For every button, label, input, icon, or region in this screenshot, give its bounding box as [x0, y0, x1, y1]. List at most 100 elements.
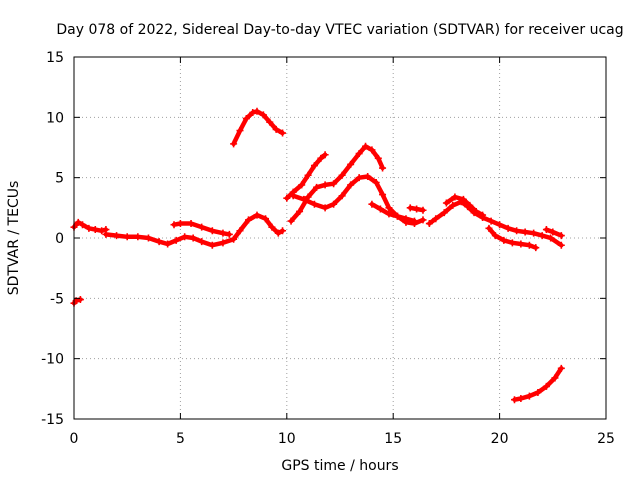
data-point: [74, 218, 82, 226]
data-point: [76, 296, 84, 304]
data-point: [219, 239, 227, 247]
data-point: [289, 192, 297, 200]
data-point: [253, 107, 261, 115]
data-point: [479, 211, 487, 219]
data-point: [259, 111, 267, 119]
series-track-14: [542, 226, 565, 240]
data-point: [551, 374, 559, 382]
series-track-5: [230, 107, 287, 148]
data-point: [355, 150, 363, 158]
data-point: [338, 192, 346, 200]
data-point: [249, 109, 257, 117]
data-point: [266, 118, 274, 126]
data-point: [472, 207, 480, 215]
data-point: [542, 226, 550, 234]
data-point: [310, 162, 318, 170]
data-point: [164, 240, 172, 248]
data-point: [379, 164, 387, 172]
data-point: [321, 181, 329, 189]
data-point: [279, 227, 287, 235]
axis-ticks: 0 5 10 15 20 25 -15 -10 -5 0 5 10 15: [41, 50, 615, 447]
data-point: [362, 142, 370, 150]
data-point: [189, 234, 197, 242]
data-point: [410, 217, 418, 225]
data-point: [557, 364, 565, 372]
series-track-9: [368, 200, 418, 225]
data-point: [144, 234, 152, 242]
data-point: [279, 129, 287, 137]
data-point: [379, 191, 387, 199]
data-point: [542, 382, 550, 390]
data-point: [321, 204, 329, 212]
data-point: [496, 221, 504, 229]
data-point: [449, 201, 457, 209]
data-point: [298, 181, 306, 189]
data-point: [500, 236, 508, 244]
data-point: [355, 174, 363, 182]
series-track-15: [510, 364, 565, 404]
data-point: [385, 210, 393, 218]
data-point: [338, 171, 346, 179]
series-track-3: [102, 211, 287, 249]
data-point: [510, 396, 518, 404]
data-point: [300, 195, 308, 203]
data-point: [525, 392, 533, 400]
data-point: [393, 212, 401, 220]
data-point: [374, 154, 382, 162]
x-tick-label: 0: [70, 431, 79, 447]
series-track-7: [287, 142, 387, 225]
data-point: [347, 160, 355, 168]
y-tick-label: -5: [50, 291, 64, 307]
data-point: [442, 199, 450, 207]
data-point: [504, 224, 512, 232]
data-point: [534, 388, 542, 396]
data-point: [517, 240, 525, 248]
x-tick-label: 25: [597, 431, 615, 447]
data-point: [372, 178, 380, 186]
data-point: [236, 127, 244, 135]
data-point: [287, 217, 295, 225]
data-point: [242, 115, 250, 123]
data-point: [347, 181, 355, 189]
series-track-12: [485, 224, 540, 252]
data-point: [123, 233, 131, 241]
data-point: [85, 224, 93, 232]
data-point: [549, 228, 557, 236]
data-point: [262, 215, 270, 223]
data-point: [304, 171, 312, 179]
data-point: [208, 227, 216, 235]
y-axis-label: SDTVAR / TECUs: [6, 181, 22, 296]
data-point: [155, 238, 163, 246]
data-point: [330, 200, 338, 208]
data-point: [368, 200, 376, 208]
chart-title: Day 078 of 2022, Sidereal Day-to-day VTE…: [56, 22, 623, 38]
data-point: [557, 232, 565, 240]
series-track-4: [170, 220, 233, 238]
data-point: [521, 228, 529, 236]
data-point: [274, 229, 282, 237]
data-point: [432, 215, 440, 223]
data-point: [491, 232, 499, 240]
data-point: [406, 204, 414, 212]
data-point: [244, 216, 252, 224]
x-tick-label: 5: [176, 431, 185, 447]
y-tick-label: -10: [41, 352, 64, 368]
data-point: [330, 180, 338, 188]
data-point: [525, 241, 533, 249]
series-track-6: [283, 151, 329, 202]
data-point: [385, 204, 393, 212]
data-point: [91, 226, 99, 234]
data-point: [79, 221, 87, 229]
data-point: [517, 394, 525, 402]
data-points: [70, 107, 565, 404]
series-track-10: [406, 204, 427, 214]
data-point: [313, 183, 321, 191]
data-point: [253, 211, 261, 219]
data-point: [176, 220, 184, 228]
data-point: [376, 205, 384, 213]
data-point: [219, 229, 227, 237]
data-point: [230, 140, 238, 148]
y-tick-label: 15: [46, 50, 64, 66]
data-point: [321, 151, 329, 159]
